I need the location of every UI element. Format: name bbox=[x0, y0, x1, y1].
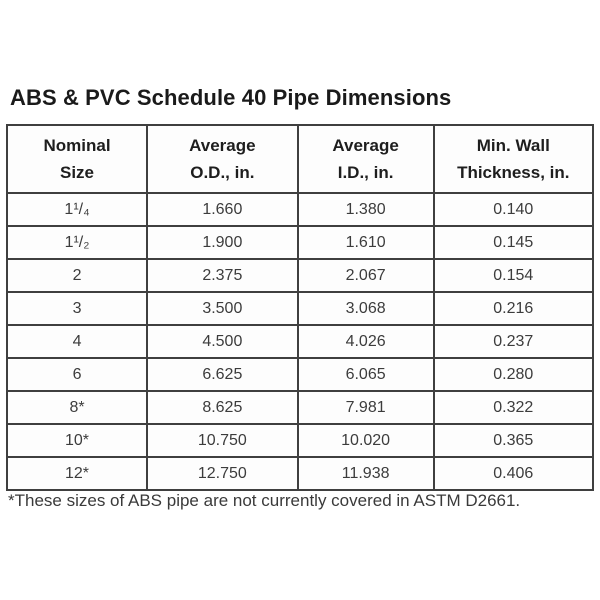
table-cell-size: 4 bbox=[5, 324, 149, 359]
column-header-average-id: Average I.D., in. bbox=[296, 124, 435, 194]
table-cell-id: 3.068 bbox=[296, 291, 435, 326]
footnote-text: *These sizes of ABS pipe are not current… bbox=[8, 491, 521, 510]
table-cell-od: 4.500 bbox=[146, 324, 299, 359]
pipe-dimensions-table: Nominal Size Average O.D., in. Average I… bbox=[5, 124, 595, 491]
table-cell-wall: 0.365 bbox=[432, 423, 595, 458]
header-line: Nominal bbox=[43, 136, 111, 155]
table-cell-wall: 0.140 bbox=[432, 192, 595, 227]
table-cell-wall: 0.322 bbox=[432, 390, 595, 425]
table-cell-od: 10.750 bbox=[146, 423, 299, 458]
table-cell-size: 12* bbox=[5, 456, 149, 491]
table-row: 1¹/₄ 1.660 1.380 0.140 bbox=[5, 192, 595, 227]
header-line: Size bbox=[60, 163, 95, 182]
table-cell-id: 10.020 bbox=[296, 423, 435, 458]
table-cell-wall: 0.145 bbox=[432, 225, 595, 260]
table-cell-id: 1.380 bbox=[296, 192, 435, 227]
table-cell-size: 10* bbox=[5, 423, 149, 458]
table-cell-id: 11.938 bbox=[296, 456, 435, 491]
table-cell-size: 1¹/₂ bbox=[5, 225, 149, 260]
table-cell-id: 7.981 bbox=[296, 390, 435, 425]
table-cell-size: 1¹/₄ bbox=[5, 192, 149, 227]
table-row: 4 4.500 4.026 0.237 bbox=[5, 324, 595, 359]
column-header-nominal-size: Nominal Size bbox=[5, 124, 149, 194]
table-row: 8* 8.625 7.981 0.322 bbox=[5, 390, 595, 425]
table-cell-od: 1.900 bbox=[146, 225, 299, 260]
table-cell-od: 12.750 bbox=[146, 456, 299, 491]
table-cell-size: 2 bbox=[5, 258, 149, 293]
table-cell-wall: 0.216 bbox=[432, 291, 595, 326]
table-row: 10* 10.750 10.020 0.365 bbox=[5, 423, 595, 458]
table-cell-id: 6.065 bbox=[296, 357, 435, 392]
header-line: Min. Wall bbox=[476, 136, 550, 155]
table-cell-size: 3 bbox=[5, 291, 149, 326]
table-cell-id: 4.026 bbox=[296, 324, 435, 359]
table-cell-wall: 0.406 bbox=[432, 456, 595, 491]
table-cell-od: 6.625 bbox=[146, 357, 299, 392]
header-line: Thickness, in. bbox=[457, 163, 570, 182]
table-cell-wall: 0.237 bbox=[432, 324, 595, 359]
table-cell-size: 8* bbox=[5, 390, 149, 425]
header-line: I.D., in. bbox=[337, 163, 394, 182]
table-body: 1¹/₄ 1.660 1.380 0.140 1¹/₂ 1.900 1.610 0.145 2 2… bbox=[5, 192, 595, 491]
header-line: Average bbox=[332, 136, 399, 155]
table-cell-id: 2.067 bbox=[296, 258, 435, 293]
table-cell-wall: 0.280 bbox=[432, 357, 595, 392]
table-cell-id: 1.610 bbox=[296, 225, 435, 260]
table-cell-size: 6 bbox=[5, 357, 149, 392]
column-header-average-od: Average O.D., in. bbox=[146, 124, 299, 194]
table-header: Nominal Size Average O.D., in. Average I… bbox=[5, 124, 595, 194]
table-cell-od: 2.375 bbox=[146, 258, 299, 293]
table-cell-od: 1.660 bbox=[146, 192, 299, 227]
table-cell-wall: 0.154 bbox=[432, 258, 595, 293]
table-row: 6 6.625 6.065 0.280 bbox=[5, 357, 595, 392]
table-row: 2 2.375 2.067 0.154 bbox=[5, 258, 595, 293]
header-line: Average bbox=[189, 136, 256, 155]
header-row: Nominal Size Average O.D., in. Average I… bbox=[5, 124, 595, 194]
header-line: O.D., in. bbox=[190, 163, 255, 182]
table-row: 12* 12.750 11.938 0.406 bbox=[5, 456, 595, 491]
page-title: ABS & PVC Schedule 40 Pipe Dimensions bbox=[10, 85, 452, 110]
table-cell-od: 8.625 bbox=[146, 390, 299, 425]
table-cell-od: 3.500 bbox=[146, 291, 299, 326]
column-header-min-wall: Min. Wall Thickness, in. bbox=[432, 124, 595, 194]
table-row: 3 3.500 3.068 0.216 bbox=[5, 291, 595, 326]
table-row: 1¹/₂ 1.900 1.610 0.145 bbox=[5, 225, 595, 260]
